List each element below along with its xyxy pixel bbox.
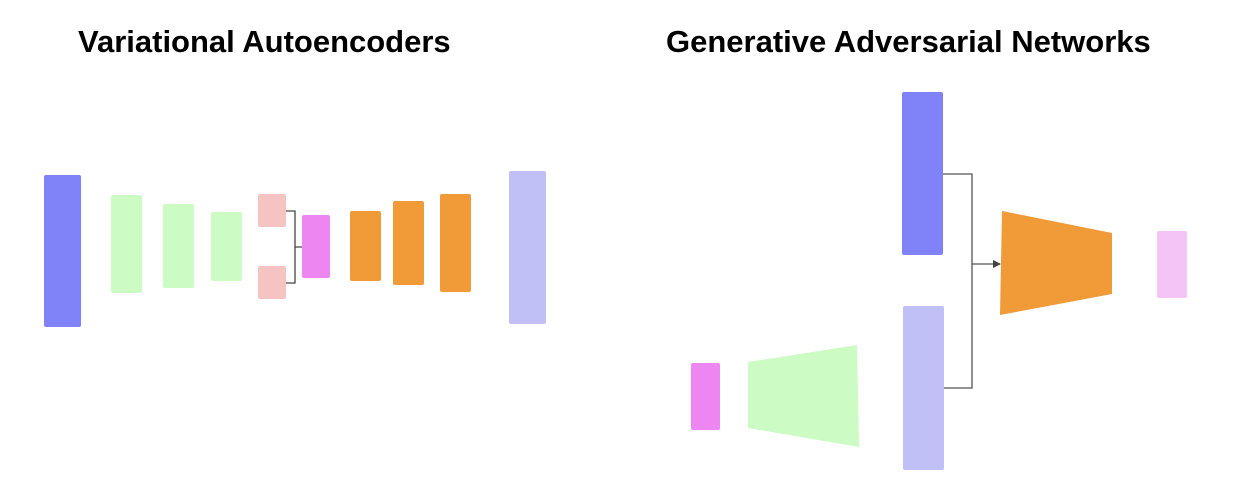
vae-decoder-layer-2 bbox=[393, 201, 424, 285]
gan-noise-block bbox=[691, 363, 720, 430]
vae-sampling-connector bbox=[286, 210, 296, 284]
vae-encoder-layer-2 bbox=[163, 204, 194, 288]
gan-real-data-block bbox=[902, 92, 943, 255]
vae-latent-sample-block bbox=[302, 215, 330, 278]
vae-decoder-layer-1 bbox=[350, 211, 381, 281]
vae-input-block bbox=[44, 175, 81, 327]
gan-discriminator-block bbox=[1000, 211, 1112, 315]
vae-output-block bbox=[509, 171, 546, 324]
vae-mean-block bbox=[258, 194, 286, 227]
vae-diagram bbox=[44, 171, 546, 327]
gan-real-data-connector bbox=[943, 173, 973, 389]
gan-title: Generative Adversarial Networks bbox=[666, 24, 1151, 59]
gan-generator-block bbox=[748, 345, 859, 447]
vae-title: Variational Autoencoders bbox=[78, 24, 451, 59]
vae-decoder-layer-3 bbox=[440, 194, 471, 292]
vae-encoder-layer-3 bbox=[211, 212, 242, 281]
vae-encoder-layer-1 bbox=[111, 195, 142, 293]
gan-generated-data-block bbox=[903, 306, 944, 470]
gan-diagram bbox=[691, 92, 1187, 470]
vae-variance-block bbox=[258, 266, 286, 299]
gan-output-block bbox=[1157, 231, 1187, 298]
